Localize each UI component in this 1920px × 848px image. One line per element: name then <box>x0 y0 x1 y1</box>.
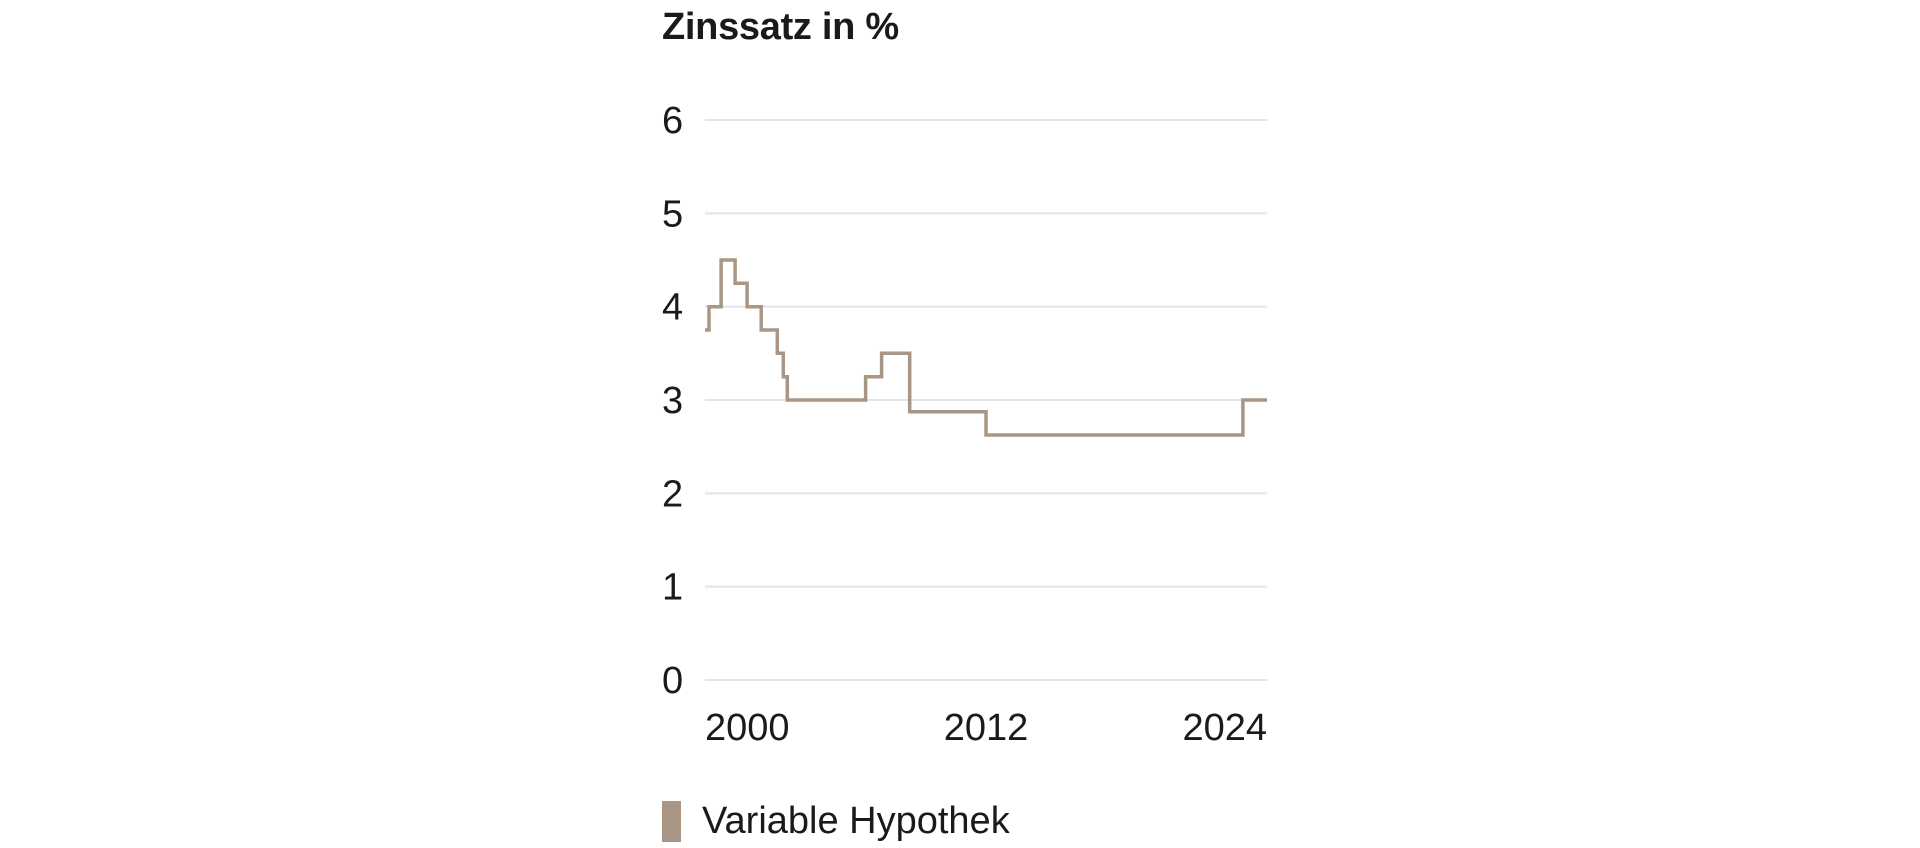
series-layer <box>704 258 1267 437</box>
x-tick-label: 2024 <box>1182 707 1267 749</box>
series-line <box>705 258 1267 437</box>
y-axis-ticks: 0 1 2 3 4 5 6 <box>662 100 683 702</box>
x-tick-label: 2000 <box>705 707 790 749</box>
x-tick-label: 2012 <box>944 707 1029 749</box>
y-tick-label: 5 <box>662 193 683 235</box>
y-tick-label: 1 <box>662 567 683 609</box>
y-tick-label: 0 <box>662 660 683 702</box>
chart-title: Zinssatz in % <box>662 6 899 48</box>
x-axis-ticks: 2000 2012 2024 <box>705 707 1267 749</box>
y-tick-label: 3 <box>662 380 683 422</box>
y-tick-label: 4 <box>662 287 683 329</box>
y-tick-label: 6 <box>662 100 683 142</box>
y-tick-label: 2 <box>662 473 683 515</box>
legend-swatch <box>662 800 681 842</box>
legend-label: Variable Hypothek <box>702 799 1010 842</box>
legend: Variable Hypothek <box>662 800 1010 842</box>
